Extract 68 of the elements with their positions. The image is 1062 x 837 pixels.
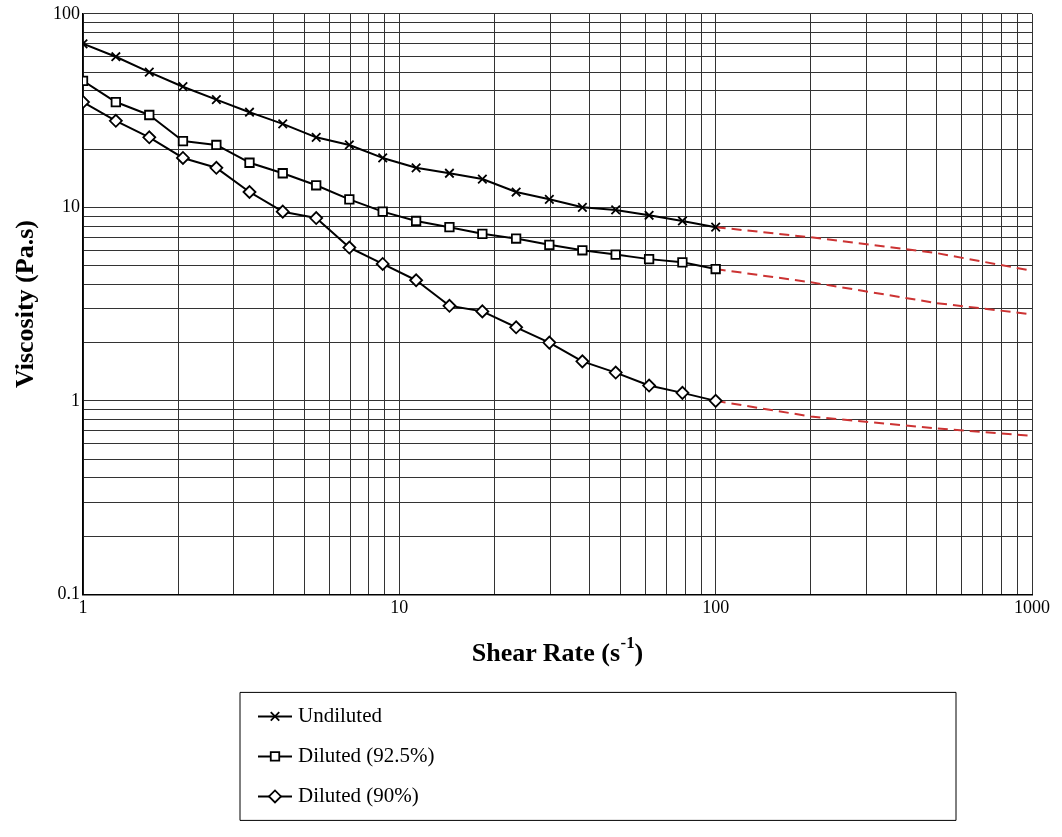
point <box>643 253 655 265</box>
y-tick-label: 0.1 <box>57 583 80 604</box>
point <box>110 51 121 62</box>
point <box>344 194 355 205</box>
point <box>442 298 457 313</box>
point <box>275 204 290 219</box>
point <box>510 186 522 198</box>
point <box>409 273 424 288</box>
point <box>108 113 123 128</box>
point <box>244 107 255 118</box>
point <box>710 263 721 275</box>
point <box>209 160 224 175</box>
point <box>342 240 357 255</box>
point <box>110 96 121 108</box>
point <box>311 132 322 143</box>
point <box>577 245 588 256</box>
point <box>575 354 590 369</box>
point <box>642 378 656 393</box>
legend-label: Diluted (92.5%) <box>298 742 435 767</box>
point <box>542 335 557 350</box>
point <box>309 211 324 225</box>
point <box>509 320 524 335</box>
point <box>410 215 422 227</box>
point <box>377 152 388 164</box>
point <box>242 185 257 199</box>
point <box>142 130 157 145</box>
y-tick-label: 10 <box>62 196 80 217</box>
point <box>608 365 623 380</box>
point <box>677 257 688 268</box>
y-tick-label: 1 <box>71 389 80 410</box>
point <box>510 233 522 244</box>
point <box>176 151 190 165</box>
y-tick-label: 100 <box>53 2 80 23</box>
point <box>277 118 288 129</box>
point <box>677 215 688 227</box>
point <box>311 180 322 191</box>
point <box>643 210 655 221</box>
point <box>444 168 455 179</box>
legend-label: Diluted (90%) <box>298 782 419 807</box>
point <box>244 157 255 168</box>
point <box>610 204 621 216</box>
point <box>177 81 189 92</box>
point <box>211 94 222 105</box>
point <box>544 194 555 205</box>
point <box>377 206 388 217</box>
point <box>277 168 288 179</box>
point <box>675 385 690 400</box>
point <box>577 202 588 213</box>
y-axis-title: Viscosity (Pa.s) <box>9 220 39 389</box>
point <box>477 173 488 185</box>
point <box>610 249 621 260</box>
point <box>710 222 721 233</box>
point <box>211 139 222 151</box>
point <box>708 393 723 408</box>
point <box>375 257 390 271</box>
x-tick-label: 100 <box>702 596 730 617</box>
point <box>475 304 490 319</box>
point <box>544 239 555 250</box>
point <box>144 109 155 121</box>
point <box>177 135 189 147</box>
point <box>444 222 455 233</box>
point <box>144 66 155 78</box>
x-tick-label: 10 <box>390 596 409 617</box>
point <box>477 228 488 239</box>
point <box>410 162 422 173</box>
x-tick-label: 1000 <box>1014 596 1050 617</box>
legend-label: Undiluted <box>298 702 383 727</box>
point <box>344 139 355 151</box>
